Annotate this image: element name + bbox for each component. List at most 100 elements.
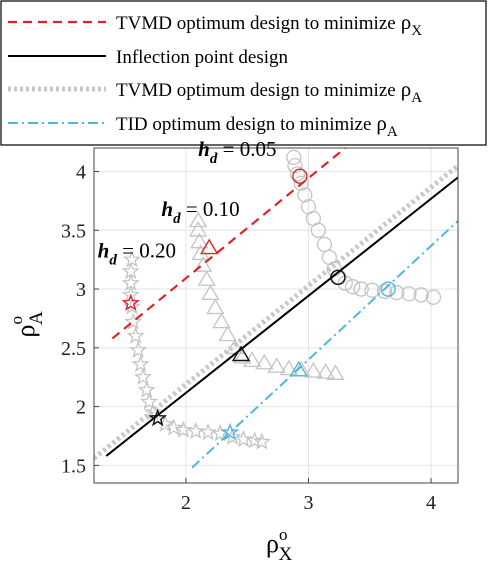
annotation-subscript: d — [173, 211, 181, 227]
curve-point — [353, 281, 369, 297]
curve-point — [297, 187, 313, 203]
x-label-symbol: ρ — [266, 529, 279, 558]
curve-point — [211, 424, 230, 442]
annotation-subscript: d — [109, 252, 117, 268]
curve-point — [133, 367, 153, 385]
curve-point — [425, 289, 442, 305]
curve-point — [140, 392, 159, 410]
curve-point — [122, 297, 142, 315]
curve-point — [122, 250, 142, 268]
curve-point — [126, 326, 145, 344]
curve-point — [218, 325, 237, 342]
curve-point — [191, 244, 210, 261]
legend-text: TVMD optimum design to minimize — [116, 80, 396, 101]
curve-point — [267, 357, 286, 373]
key-point-tvmd_rho_x-star — [121, 293, 140, 312]
annotation-= 0.20: hd = 0.20 — [98, 238, 176, 268]
curve-point — [279, 359, 299, 376]
key-point-inflection-circle — [330, 269, 346, 285]
x-tick-label: 2 — [181, 492, 191, 514]
annotation-subscript: d — [210, 151, 218, 167]
curve-point — [413, 287, 429, 303]
line-inflection — [105, 176, 458, 457]
legend-subscript: X — [411, 23, 422, 39]
curve-point — [304, 362, 323, 378]
annotation-symbol: h — [198, 137, 210, 161]
y-tick-label: 1.5 — [61, 455, 86, 477]
curve-point — [376, 283, 393, 300]
curve-point — [286, 149, 302, 166]
key-point-tid_rho_a-triangle — [289, 360, 308, 377]
x-axis-label: ρo X — [266, 525, 292, 565]
curve-point — [344, 279, 361, 295]
curve-point — [156, 414, 175, 432]
curve-point — [326, 364, 345, 380]
legend-text: TVMD optimum design to minimize — [116, 13, 396, 34]
annotation-value: = 0.05 — [217, 137, 276, 161]
x-label-sup: o — [279, 525, 288, 544]
y-axis-label: ρoA — [7, 311, 47, 337]
legend-label-tvmd_rho_x: TVMD optimum design to minimize ρX — [116, 10, 422, 39]
curve-point — [401, 286, 417, 302]
curve-point — [389, 284, 405, 301]
line-tvmd_rho_a — [94, 163, 458, 461]
curve-hd=0.20 — [121, 250, 271, 450]
annotation-= 0.10: hd = 0.10 — [161, 197, 239, 227]
key-point-inflection-star — [148, 408, 167, 427]
legend-subscript: A — [387, 124, 398, 140]
curve-point — [234, 429, 253, 448]
legend-label-inflection: Inflection point design — [116, 47, 289, 68]
curve-point — [198, 422, 218, 441]
y-tick-label: 2 — [76, 397, 86, 419]
legend-symbol: ρ — [401, 10, 411, 34]
curve-point — [197, 270, 216, 286]
line-tid_rho_a — [191, 220, 458, 469]
curve-hd=0.05 — [286, 149, 442, 305]
legend-label-tvmd_rho_a: TVMD optimum design to minimize ρA — [116, 77, 422, 106]
curve-point — [164, 418, 183, 436]
curve-hd=0.10 — [188, 211, 345, 380]
legend-symbol: ρ — [401, 77, 411, 101]
x-tick-label: 3 — [303, 492, 313, 514]
curve-point — [201, 284, 220, 301]
curve-point — [186, 421, 205, 439]
axes-box — [93, 147, 459, 484]
curve-point — [129, 340, 148, 358]
legend-text: TID optimum design to minimize — [116, 114, 371, 135]
axis-ticks: 2 3 4 1.5 2 2.5 3 3.5 4 — [61, 162, 436, 514]
curve-point — [293, 175, 309, 191]
curve-point — [193, 256, 213, 272]
annotation-symbol: h — [98, 238, 110, 262]
y-tick-label: 4 — [76, 162, 86, 184]
y-label-symbol: ρ — [11, 325, 40, 338]
grid — [94, 148, 458, 483]
y-tick-label: 2.5 — [61, 338, 86, 360]
curve-point — [289, 166, 306, 182]
legend-subscript: A — [411, 90, 422, 106]
curve-point — [121, 285, 140, 303]
curve-point — [252, 432, 271, 450]
annotation-value: = 0.20 — [117, 238, 176, 262]
curve-point — [188, 211, 208, 228]
curve-point — [188, 220, 208, 237]
y-label-sup: o — [7, 316, 26, 325]
curve-point — [316, 236, 333, 253]
key-point-tid_rho_a-star — [220, 422, 240, 441]
key-point-tvmd_rho_x-circle — [292, 168, 308, 184]
y-tick-label: 3.5 — [61, 220, 86, 242]
legend-label-tid_rho_a: TID optimum design to minimize ρA — [116, 111, 398, 140]
x-tick-label: 4 — [426, 492, 436, 514]
axis-labels: ρo X ρoA — [7, 311, 292, 565]
design-lines — [94, 148, 458, 469]
legend-text: Inflection point design — [116, 47, 289, 68]
curve-point — [364, 282, 380, 298]
curve-point — [212, 312, 231, 329]
annotation-value: = 0.10 — [181, 197, 240, 221]
curve-point — [124, 312, 143, 330]
key-point-inflection-triangle — [231, 345, 251, 362]
annotation-symbol: h — [161, 197, 173, 221]
curve-point — [316, 363, 335, 379]
curve-point — [131, 354, 150, 373]
legend-box — [0, 0, 487, 146]
